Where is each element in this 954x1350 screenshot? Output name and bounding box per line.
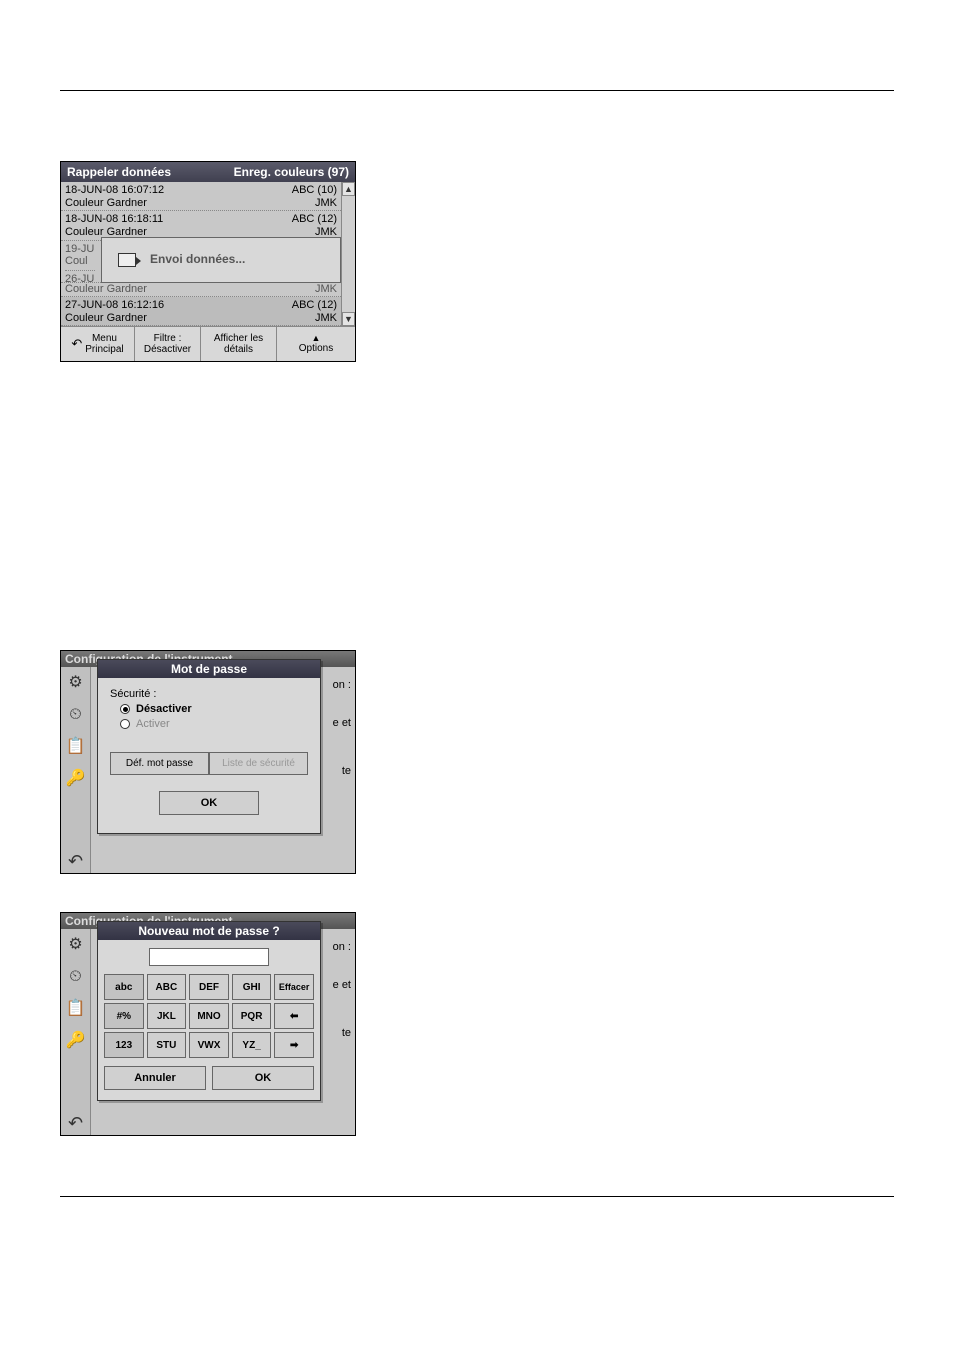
show-details-button[interactable]: Afficher les détails <box>201 327 277 361</box>
clipboard-icon[interactable]: 📋 <box>65 735 87 759</box>
radio-label: Activer <box>136 718 170 730</box>
key-icon[interactable]: 🔑 <box>65 767 87 791</box>
key-jkl[interactable]: JKL <box>147 1003 187 1029</box>
scroll-up-icon[interactable]: ▲ <box>342 182 355 196</box>
btn-line1: Menu <box>92 333 117 344</box>
key-mode-sym[interactable]: #% <box>104 1003 144 1029</box>
options-button[interactable]: ▲ Options <box>277 327 355 361</box>
key-stu[interactable]: STU <box>147 1032 187 1058</box>
config-sidebar: ⚙ ⏲ 📋 🔑 ↶ <box>61 667 91 873</box>
row-code: ABC (12) <box>292 213 337 226</box>
back-icon[interactable]: ↶ <box>65 1111 87 1135</box>
row-stub: 19-JU <box>65 243 95 256</box>
new-password-modal: Nouveau mot de passe ? abc ABC DEF GHI E… <box>97 921 321 1101</box>
btn-line1: Afficher les <box>214 333 263 344</box>
bottom-rule <box>60 1196 894 1197</box>
config-sidebar: ⚙ ⏲ 📋 🔑 ↶ <box>61 929 91 1135</box>
undo-icon: ↶ <box>71 337 82 351</box>
key-right-arrow[interactable]: ➡ <box>274 1032 314 1058</box>
key-left-arrow[interactable]: ⬅ <box>274 1003 314 1029</box>
panel1-title: Rappeler données <box>67 165 171 179</box>
send-icon <box>118 253 136 267</box>
password-modal: Mot de passe Sécurité : Désactiver Activ… <box>97 659 321 834</box>
panel1-header: Rappeler données Enreg. couleurs (97) <box>61 162 355 182</box>
back-icon[interactable]: ↶ <box>65 849 87 873</box>
cancel-button[interactable]: Annuler <box>104 1066 206 1090</box>
list-row-obscured: 19-JU Coul 26-JU Envoi données... <box>61 241 341 283</box>
btn-line2: Désactiver <box>144 344 191 355</box>
row-code: ABC (10) <box>292 184 337 197</box>
row-timestamp: 27-JUN-08 16:12:16 <box>65 299 164 312</box>
btn-line2: Principal <box>85 344 123 355</box>
clock-icon[interactable]: ⏲ <box>65 965 87 989</box>
row-desc: Couleur Gardner <box>65 312 147 325</box>
row-stub: Coul <box>65 255 95 268</box>
ok-button[interactable]: OK <box>212 1066 314 1090</box>
key-mode-abc[interactable]: abc <box>104 974 144 1000</box>
radio-enable[interactable]: Activer <box>120 718 308 730</box>
settings-icon[interactable]: ⚙ <box>65 671 87 695</box>
key-abc-upper[interactable]: ABC <box>147 974 187 1000</box>
row-tag: JMK <box>315 283 337 296</box>
key-icon[interactable]: 🔑 <box>65 1029 87 1053</box>
send-popup-text: Envoi données... <box>150 253 245 267</box>
clock-icon[interactable]: ⏲ <box>65 703 87 727</box>
bg-text: e et <box>333 979 351 991</box>
settings-icon[interactable]: ⚙ <box>65 933 87 957</box>
top-rule <box>60 90 894 91</box>
row-timestamp: 18-JUN-08 16:18:11 <box>65 213 163 226</box>
row-timestamp: 18-JUN-08 16:07:12 <box>65 184 164 197</box>
ok-button[interactable]: OK <box>159 791 259 815</box>
bg-text: on : <box>333 679 351 691</box>
key-pqr[interactable]: PQR <box>232 1003 272 1029</box>
btn-line2: détails <box>224 344 253 355</box>
btn-label: Options <box>299 343 333 354</box>
key-delete[interactable]: Effacer <box>274 974 314 1000</box>
security-label: Sécurité : <box>110 688 308 700</box>
modal-title: Nouveau mot de passe ? <box>98 922 320 940</box>
modal-title: Mot de passe <box>98 660 320 678</box>
key-mno[interactable]: MNO <box>189 1003 229 1029</box>
panel1-count: Enreg. couleurs (97) <box>234 165 349 179</box>
key-mode-123[interactable]: 123 <box>104 1032 144 1058</box>
password-input[interactable] <box>149 948 269 966</box>
bg-text: te <box>342 1027 351 1039</box>
row-tag: JMK <box>315 312 337 325</box>
bg-text: e et <box>333 717 351 729</box>
row-tag: JMK <box>315 197 337 210</box>
key-ghi[interactable]: GHI <box>232 974 272 1000</box>
list-row[interactable]: 27-JUN-08 16:12:16 ABC (12) Couleur Gard… <box>61 297 341 326</box>
panel-new-password: Configuration de l'instrument ⚙ ⏲ 📋 🔑 ↶ … <box>60 912 356 1136</box>
security-list-button[interactable]: Liste de sécurité <box>209 752 308 775</box>
list-row[interactable]: 18-JUN-08 16:07:12 ABC (10) Couleur Gard… <box>61 182 341 211</box>
list-row[interactable]: Couleur Gardner JMK <box>61 283 341 298</box>
panel-recall-data: Rappeler données Enreg. couleurs (97) 18… <box>60 161 356 362</box>
set-password-button[interactable]: Déf. mot passe <box>110 752 209 775</box>
send-data-popup: Envoi données... <box>101 237 341 283</box>
radio-icon <box>120 719 130 729</box>
bg-text: te <box>342 765 351 777</box>
radio-label: Désactiver <box>136 703 192 715</box>
panel-password: Configuration de l'instrument ⚙ ⏲ 📋 🔑 ↶ … <box>60 650 356 874</box>
row-desc: Couleur Gardner <box>65 197 147 210</box>
keypad: abc ABC DEF GHI Effacer #% JKL MNO PQR ⬅… <box>98 974 320 1058</box>
key-vwx[interactable]: VWX <box>189 1032 229 1058</box>
row-code: ABC (12) <box>292 299 337 312</box>
main-menu-button[interactable]: ↶ Menu Principal <box>61 327 135 361</box>
panel1-footer: ↶ Menu Principal Filtre : Désactiver Aff… <box>61 326 355 361</box>
scroll-down-icon[interactable]: ▼ <box>342 312 355 326</box>
bg-text: on : <box>333 941 351 953</box>
btn-line1: Filtre : <box>154 333 182 344</box>
key-yz[interactable]: YZ_ <box>232 1032 272 1058</box>
filter-button[interactable]: Filtre : Désactiver <box>135 327 201 361</box>
key-def[interactable]: DEF <box>189 974 229 1000</box>
scrollbar[interactable]: ▲ ▼ <box>341 182 355 326</box>
radio-disable[interactable]: Désactiver <box>120 703 308 715</box>
up-triangle-icon: ▲ <box>312 334 321 343</box>
row-desc: Couleur Gardner <box>65 283 147 296</box>
clipboard-icon[interactable]: 📋 <box>65 997 87 1021</box>
panel1-list: 18-JUN-08 16:07:12 ABC (10) Couleur Gard… <box>61 182 341 326</box>
radio-icon <box>120 704 130 714</box>
